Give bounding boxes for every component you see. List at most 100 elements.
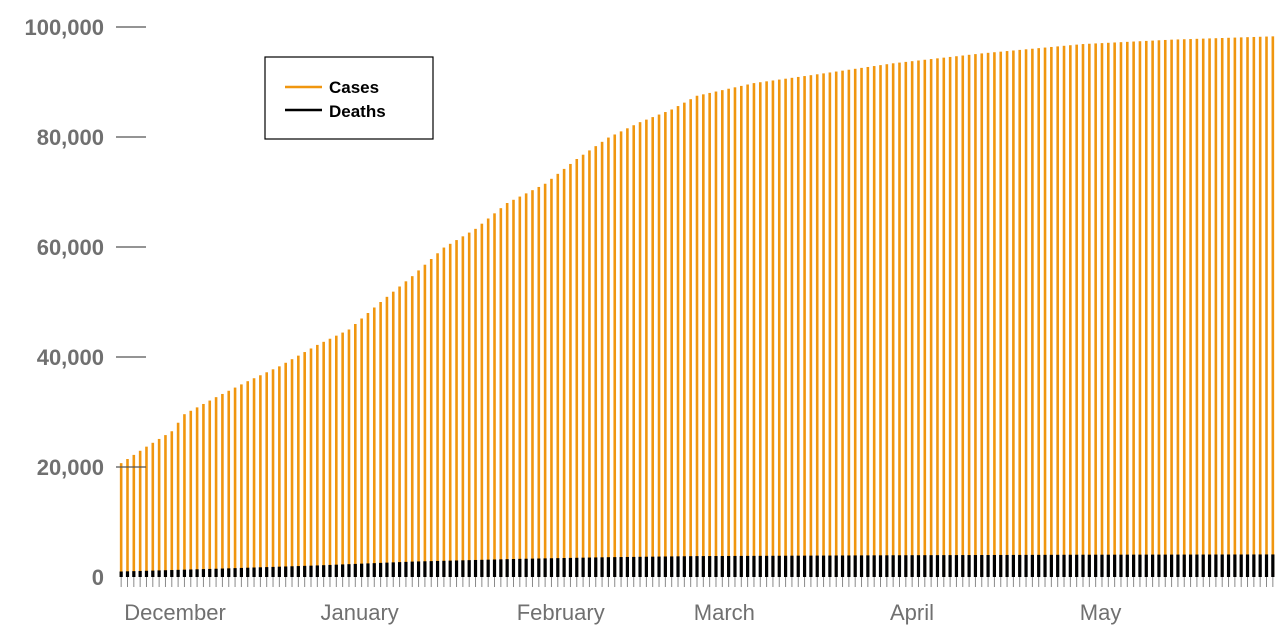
- cases-bar: [885, 64, 889, 578]
- cases-bar: [879, 65, 882, 577]
- cases-bar: [1157, 40, 1161, 577]
- cases-bar: [480, 223, 484, 577]
- x-tick-label: February: [517, 600, 605, 625]
- cases-bar: [531, 190, 534, 578]
- deaths-bar: [366, 563, 370, 577]
- cases-bar: [1062, 45, 1066, 578]
- cases-bar: [1088, 43, 1091, 578]
- deaths-bar: [1043, 554, 1047, 577]
- cases-bar: [138, 450, 142, 577]
- cases-bar: [569, 163, 572, 577]
- cases-bar: [752, 83, 756, 577]
- cases-bar: [322, 341, 325, 577]
- deaths-bar: [511, 559, 516, 577]
- cases-bar: [929, 59, 933, 578]
- cases-bar: [1119, 42, 1123, 578]
- deaths-bar: [277, 566, 281, 577]
- cases-bar: [815, 74, 819, 578]
- cases-bar: [683, 102, 686, 578]
- cases-bar: [233, 387, 237, 577]
- cases-bar: [145, 446, 148, 577]
- deaths-bar: [227, 568, 231, 577]
- deaths-bar: [1024, 554, 1028, 577]
- deaths-bar: [410, 561, 414, 577]
- deaths-bar: [834, 555, 838, 577]
- deaths-bar: [695, 556, 699, 577]
- cases-bar: [1081, 44, 1085, 578]
- cases-bar: [1012, 50, 1015, 578]
- deaths-bar: [821, 555, 826, 577]
- deaths-bar: [492, 559, 497, 577]
- deaths-bar: [562, 558, 566, 577]
- cases-bar: [493, 213, 496, 577]
- deaths-bar: [486, 559, 490, 577]
- cases-bar: [1056, 46, 1059, 577]
- deaths-bar: [670, 556, 674, 577]
- cases-bar: [1005, 51, 1009, 578]
- cases-bar: [119, 463, 123, 577]
- cases-bar: [246, 381, 250, 577]
- cases-bar: [423, 264, 427, 577]
- bars-layer: [119, 36, 1275, 578]
- deaths-bar: [258, 567, 262, 577]
- deaths-bar: [195, 569, 199, 577]
- deaths-bar: [303, 565, 307, 577]
- cases-bar: [664, 112, 667, 577]
- deaths-bar: [214, 568, 218, 577]
- deaths-bar: [1144, 554, 1148, 577]
- deaths-bar: [284, 566, 288, 577]
- deaths-bar: [1087, 554, 1091, 577]
- cases-bar: [847, 69, 851, 577]
- deaths-bar: [935, 555, 940, 577]
- x-tick-label: March: [694, 600, 755, 625]
- deaths-bar: [271, 566, 275, 577]
- deaths-bar: [448, 560, 452, 577]
- cases-bar: [328, 338, 332, 577]
- cases-bar: [442, 247, 446, 578]
- cases-bar: [594, 146, 598, 577]
- deaths-bar: [727, 555, 731, 577]
- deaths-bar: [878, 555, 883, 577]
- deaths-bar: [518, 558, 522, 577]
- deaths-bar: [777, 555, 781, 577]
- cases-bar: [695, 95, 699, 577]
- deaths-bar: [208, 568, 212, 577]
- deaths-bar: [1239, 554, 1243, 577]
- cases-bar: [853, 68, 857, 578]
- deaths-bar: [524, 558, 528, 577]
- x-axis: December January February March April May: [120, 577, 1274, 625]
- deaths-bar: [581, 557, 585, 577]
- cases-bar: [360, 318, 363, 577]
- cases-bar: [904, 61, 908, 577]
- deaths-bar: [840, 555, 845, 577]
- x-tick-label: May: [1080, 600, 1122, 625]
- deaths-bar: [961, 555, 965, 577]
- cases-bar: [1271, 36, 1275, 578]
- deaths-bar: [625, 556, 629, 577]
- deaths-bar: [201, 569, 206, 577]
- cases-bar: [467, 232, 471, 577]
- cases-bar: [297, 355, 300, 578]
- cases-bar: [961, 55, 965, 577]
- cases-bar: [455, 240, 458, 577]
- deaths-bar: [360, 563, 364, 577]
- deaths-bar: [619, 557, 623, 577]
- deaths-bar: [416, 561, 421, 577]
- cases-bar: [936, 58, 939, 578]
- cases-bar: [410, 276, 414, 577]
- cases-bar: [702, 94, 705, 577]
- cases-bar: [740, 85, 743, 577]
- deaths-bar: [980, 555, 984, 577]
- cases-bar: [891, 63, 895, 578]
- y-tick-label: 40,000: [37, 345, 104, 370]
- deaths-bar: [606, 557, 611, 577]
- deaths-bar: [290, 566, 294, 577]
- deaths-bar: [1106, 554, 1110, 577]
- cases-bar: [512, 199, 515, 578]
- cases-bar: [290, 359, 294, 577]
- cases-bar: [347, 329, 351, 577]
- deaths-bar: [530, 558, 535, 577]
- deaths-bar: [657, 556, 661, 577]
- deaths-bar: [429, 561, 433, 577]
- deaths-bar: [1182, 554, 1186, 577]
